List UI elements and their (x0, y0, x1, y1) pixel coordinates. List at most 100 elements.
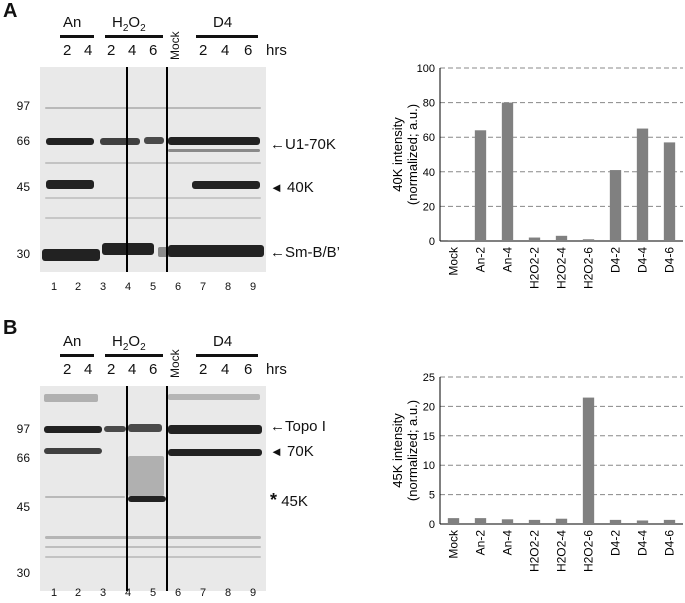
lane-number: 9 (249, 281, 257, 293)
bar (663, 519, 676, 524)
bar (555, 235, 568, 241)
category-label: D4-2 (609, 530, 623, 556)
y-tick-label: 60 (423, 132, 435, 144)
hour-label: 2 (199, 42, 208, 59)
western-blot-b (40, 386, 266, 591)
y-tick-label: 100 (417, 63, 435, 75)
category-label: Mock (447, 246, 461, 276)
category-label: H2O2-6 (582, 530, 596, 572)
category-label: An-4 (501, 247, 515, 273)
group-d4-bar (196, 354, 258, 357)
hrs-label: hrs (266, 42, 287, 59)
lane-number: 4 (124, 281, 132, 293)
hour-label: 2 (107, 42, 116, 59)
band-label-topo-i: ←Topo I (270, 418, 326, 435)
bar (663, 142, 676, 241)
bar (636, 128, 649, 241)
lane-number: 6 (174, 281, 182, 293)
lane-number: 4 (124, 587, 132, 599)
y-axis-label-line2: (normalized; a.u.) (405, 104, 420, 205)
hrs-label: hrs (266, 361, 287, 378)
y-tick-label: 20 (423, 401, 435, 413)
y-tick-label: 40 (423, 167, 435, 179)
category-label: H2O2-4 (555, 530, 569, 572)
bar (636, 520, 649, 524)
lane-number: 8 (224, 587, 232, 599)
lane-number: 1 (50, 587, 58, 599)
category-label: D4-2 (609, 247, 623, 273)
lane-number: 2 (74, 281, 82, 293)
hour-label: 2 (107, 361, 116, 378)
lane-divider (126, 386, 128, 591)
lane-divider (166, 386, 168, 591)
western-blot-a (40, 67, 266, 272)
y-tick-label: 25 (423, 372, 435, 384)
group-h2o2-label: H2O2 (112, 14, 146, 34)
bar (447, 240, 460, 241)
lane-number: 3 (99, 587, 107, 599)
lane-number: 5 (149, 587, 157, 599)
panel-a-letter: A (3, 0, 18, 22)
mw-marker-30: 30 (16, 566, 30, 580)
lane-divider (126, 67, 128, 272)
y-tick-label: 20 (423, 201, 435, 213)
y-axis-label-line1: 40K intensity (390, 117, 405, 192)
category-label: H2O2-6 (582, 247, 596, 289)
mw-marker-66: 66 (16, 134, 30, 148)
bar (609, 519, 622, 524)
bar (501, 102, 514, 241)
y-axis-label-line1: 45K intensity (390, 413, 405, 488)
lane-number: 3 (99, 281, 107, 293)
y-tick-label: 5 (429, 490, 435, 502)
lane-number: 2 (74, 587, 82, 599)
bar (582, 397, 595, 524)
category-label: An-4 (501, 530, 515, 556)
group-an-bar (60, 354, 94, 357)
lane-number: 7 (199, 281, 207, 293)
bar-chart-40k: 0 20 40 60 80 100 Mock An-2 An-4 H2O2-2 H2O2-4 H2O2… (390, 63, 683, 289)
bar-chart-45k: 0 5 10 15 20 25 Mock An-2 An-4 H2O2-2 H2O2-4 H2O2-6… (390, 372, 683, 572)
y-axis-label-line2: (normalized; a.u.) (405, 400, 420, 501)
band-label-45k: * 45K (270, 490, 308, 510)
hour-label: 4 (84, 361, 93, 378)
hour-label: 6 (149, 361, 158, 378)
group-an-label: An (63, 333, 82, 350)
band-label-u1-70k: ←U1-70K (270, 136, 336, 153)
lane-number: 6 (174, 587, 182, 599)
group-h2o2-bar (105, 35, 163, 38)
lane-number: 5 (149, 281, 157, 293)
band-label-40k: ◄ 40K (270, 179, 314, 196)
category-label: D4-4 (636, 247, 650, 273)
lane-number: 9 (249, 587, 257, 599)
bar (474, 518, 487, 524)
lane-number: 8 (224, 281, 232, 293)
hour-label: 2 (63, 42, 72, 59)
bar (528, 237, 541, 241)
mw-marker-97: 97 (16, 99, 30, 113)
lane-number: 7 (199, 587, 207, 599)
hour-label: 6 (149, 42, 158, 59)
bar (474, 130, 487, 241)
bar (582, 239, 595, 241)
group-mock-label: Mock (168, 31, 182, 60)
panel-b-letter: B (3, 317, 18, 339)
mw-marker-45: 45 (16, 500, 30, 514)
lane-divider (166, 67, 168, 272)
category-label: H2O2-2 (528, 530, 542, 572)
group-d4-label: D4 (213, 14, 233, 31)
hour-label: 4 (128, 361, 137, 378)
group-d4-bar (196, 35, 258, 38)
y-tick-label: 15 (423, 431, 435, 443)
hour-label: 4 (221, 42, 230, 59)
y-tick-label: 0 (429, 519, 435, 531)
group-h2o2-bar (105, 354, 163, 357)
mw-marker-30: 30 (16, 247, 30, 261)
category-label: H2O2-2 (528, 247, 542, 289)
band-label-sm-b: ←Sm-B/B’ (270, 244, 341, 261)
category-label: D4-4 (636, 530, 650, 556)
y-tick-label: 10 (423, 460, 435, 472)
category-label: D4-6 (663, 530, 677, 556)
mw-marker-97: 97 (16, 422, 30, 436)
bar (528, 519, 541, 524)
group-d4-label: D4 (213, 333, 233, 350)
